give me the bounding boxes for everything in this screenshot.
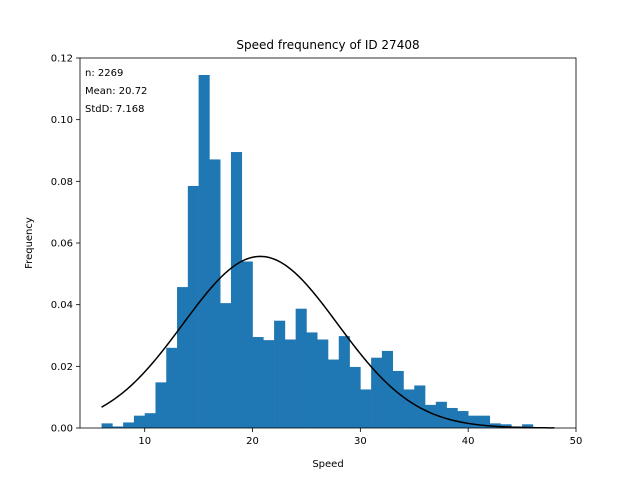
histogram-bar xyxy=(403,389,415,428)
histogram-bar xyxy=(209,159,221,428)
y-axis-ticks: 0.00 0.02 0.04 0.06 0.08 0.10 0.12 xyxy=(51,54,80,435)
y-tick-label: 0.04 xyxy=(51,300,73,311)
x-tick-label: 30 xyxy=(354,436,367,447)
histogram-bar xyxy=(295,308,307,428)
y-tick-label: 0.06 xyxy=(51,239,73,250)
stats-count: n: 2269 xyxy=(85,68,123,79)
y-tick-label: 0.00 xyxy=(51,424,73,435)
histogram-bar xyxy=(166,347,178,428)
histogram-bar xyxy=(101,423,113,429)
x-axis-label: Speed xyxy=(312,459,343,470)
histogram-bar xyxy=(123,422,135,428)
histogram-bar xyxy=(360,389,372,428)
histogram-bar xyxy=(187,185,199,428)
histogram-bar xyxy=(241,261,253,428)
histogram-bar xyxy=(425,404,437,429)
y-tick-label: 0.10 xyxy=(51,115,73,126)
y-axis-label: Frequency xyxy=(24,217,35,269)
histogram-bar xyxy=(478,415,491,428)
histogram-bar xyxy=(198,74,210,429)
histogram-bar xyxy=(392,370,404,428)
histogram-bar xyxy=(500,424,512,428)
histogram-bar xyxy=(446,407,458,428)
histogram-bar xyxy=(230,152,243,429)
histogram-bar xyxy=(328,359,340,428)
normal-distribution-curve xyxy=(101,255,555,429)
stats-mean: Mean: 20.72 xyxy=(85,86,147,97)
histogram-bar xyxy=(414,385,426,428)
histogram-bar xyxy=(274,320,286,428)
histogram-bar xyxy=(317,339,329,428)
y-tick-label: 0.02 xyxy=(51,362,73,373)
x-tick-label: 50 xyxy=(570,436,583,447)
x-tick-label: 20 xyxy=(246,436,259,447)
histogram-bar xyxy=(112,426,124,428)
stats-std: StdD: 7.168 xyxy=(85,104,145,115)
histogram-bar xyxy=(220,303,232,429)
histogram-bar xyxy=(381,350,393,428)
histogram-bar xyxy=(284,339,296,428)
y-tick-label: 0.12 xyxy=(51,54,73,65)
histogram-bar xyxy=(252,337,264,428)
histogram-bar xyxy=(338,336,350,428)
histogram-bar xyxy=(349,366,361,428)
y-tick-label: 0.08 xyxy=(51,177,73,188)
histogram-bar xyxy=(457,411,469,428)
histogram-bar xyxy=(263,340,275,429)
x-tick-label: 40 xyxy=(462,436,475,447)
histogram-bar xyxy=(371,357,383,428)
histogram-bar xyxy=(155,382,167,428)
histogram-bars xyxy=(101,74,534,429)
x-axis-ticks: 10 20 30 40 50 xyxy=(138,428,582,447)
histogram-bar xyxy=(435,401,447,428)
histogram-bar xyxy=(468,415,480,428)
chart-title: Speed frequnency of ID 27408 xyxy=(236,38,419,52)
histogram-bar xyxy=(133,415,145,428)
x-tick-label: 10 xyxy=(138,436,151,447)
histogram-bar xyxy=(144,413,156,428)
histogram-bar xyxy=(177,287,189,428)
histogram-bar xyxy=(306,332,318,428)
histogram-bar xyxy=(522,424,534,428)
